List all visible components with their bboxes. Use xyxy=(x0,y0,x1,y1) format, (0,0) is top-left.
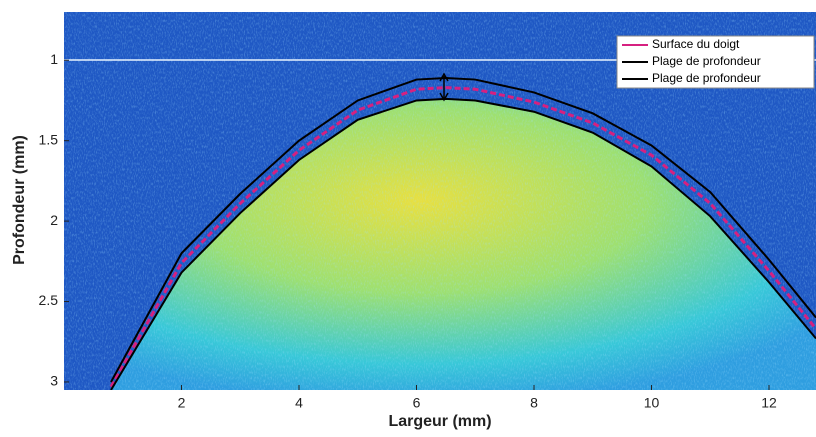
x-tick-label: 10 xyxy=(644,395,660,411)
x-tick-label: 4 xyxy=(295,395,303,411)
legend-box xyxy=(616,35,815,89)
y-tick-label: 3 xyxy=(50,373,58,389)
x-tick-label: 12 xyxy=(761,395,777,411)
x-tick-label: 6 xyxy=(413,395,421,411)
legend-label: Plage de profondeur xyxy=(652,54,761,68)
y-axis-label: Profondeur (mm) xyxy=(11,135,28,265)
legend-label: Surface du doigt xyxy=(652,37,740,51)
lines xyxy=(109,76,816,390)
legend: Surface du doigt Plage de profondeur Plage… xyxy=(616,35,815,89)
series-line xyxy=(109,86,816,388)
series-line xyxy=(110,97,816,390)
y-tick-label: 2 xyxy=(50,212,58,228)
y-tick-label: 1 xyxy=(50,51,58,67)
y-tick-label: 1.5 xyxy=(39,131,59,147)
y-tick-label: 2.5 xyxy=(39,292,59,308)
x-tick-label: 2 xyxy=(178,395,186,411)
series-line xyxy=(110,76,816,383)
x-tick-label: 8 xyxy=(530,395,538,411)
depth-arrow xyxy=(439,72,449,102)
legend-label: Plage de profondeur xyxy=(652,71,761,85)
x-axis-label: Largeur (mm) xyxy=(388,413,491,430)
